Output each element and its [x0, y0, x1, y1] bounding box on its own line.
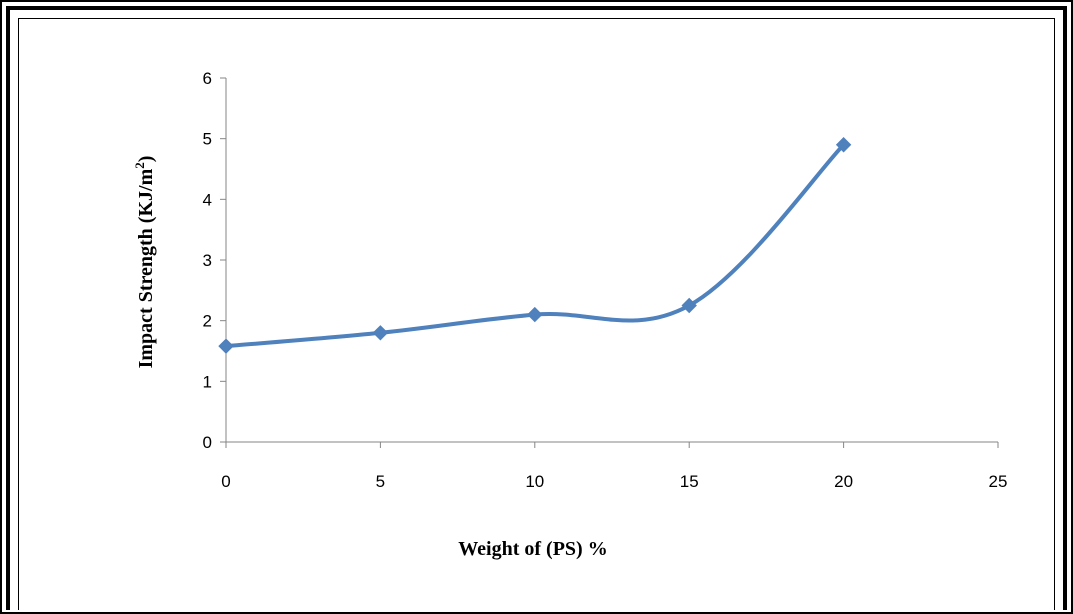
y-tick-label: 0: [203, 433, 212, 452]
x-tick-label: 15: [680, 472, 699, 491]
y-tick-label: 2: [203, 312, 212, 331]
x-tick-label: 20: [834, 472, 853, 491]
data-point-marker: [835, 137, 852, 153]
x-tick-label: 25: [989, 472, 1008, 491]
x-axis: 0 5 10 15 20 25: [221, 441, 1008, 491]
data-point-marker: [218, 338, 234, 354]
y-axis-title-superscript: 2: [132, 162, 147, 169]
y-tick-label: 4: [203, 190, 212, 209]
data-point-marker: [527, 306, 543, 323]
x-tick-label: 10: [525, 472, 544, 491]
x-axis-title: Weight of (PS) %: [458, 538, 607, 560]
data-point-marker: [681, 297, 697, 314]
y-tick-label: 6: [203, 69, 212, 88]
inner-frame: [6, 6, 1067, 610]
data-point-marker: [372, 325, 389, 341]
y-tick-label: 5: [203, 130, 212, 149]
y-axis-title-suffix: ): [135, 156, 157, 163]
y-tick-label: 1: [203, 372, 212, 391]
y-axis-title: Impact Strength (KJ/m2): [132, 156, 157, 369]
y-tick-label: 3: [203, 251, 212, 270]
x-tick-label: 5: [376, 472, 385, 491]
series-group: [218, 137, 852, 354]
y-axis: 0 1 2 3 4 5 6: [203, 69, 227, 452]
x-tick-label: 0: [221, 472, 230, 491]
y-axis-title-main: Impact Strength (KJ/m: [135, 168, 157, 368]
series-line: [224, 142, 846, 349]
